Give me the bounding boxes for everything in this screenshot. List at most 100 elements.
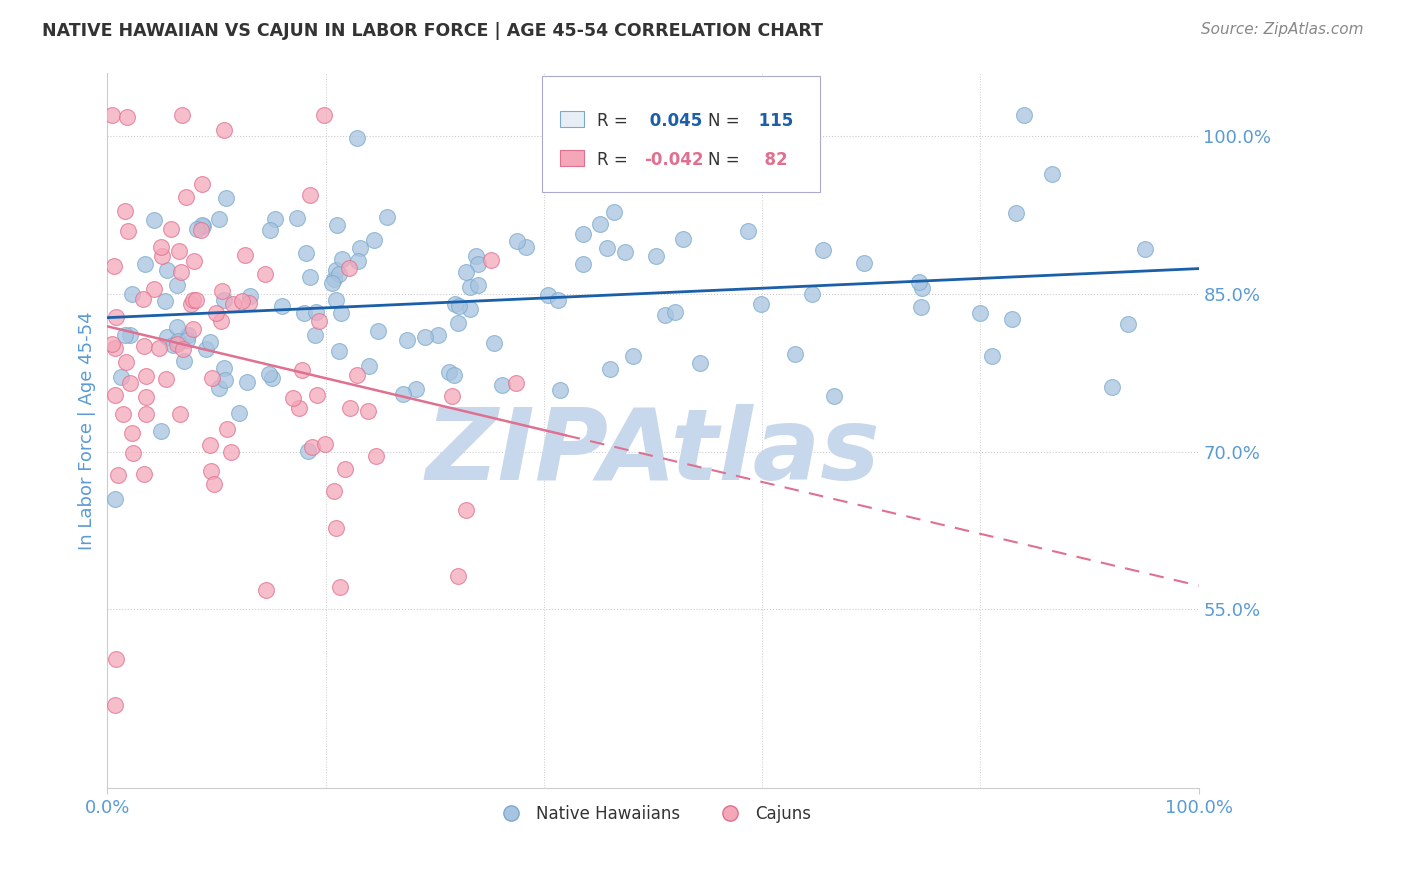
Point bbox=[239, 289, 262, 303]
Point bbox=[297, 444, 319, 458]
Point bbox=[349, 241, 371, 255]
Point bbox=[159, 221, 181, 235]
Point bbox=[321, 276, 343, 290]
Point bbox=[443, 297, 465, 311]
Point bbox=[238, 296, 260, 310]
Point bbox=[596, 241, 619, 255]
Bar bbox=[560, 111, 585, 127]
Point bbox=[176, 333, 198, 347]
Point bbox=[467, 277, 489, 292]
Point bbox=[156, 263, 179, 277]
Point bbox=[222, 296, 245, 310]
Point bbox=[548, 383, 571, 397]
Point bbox=[337, 261, 360, 276]
Point bbox=[236, 375, 259, 389]
Point bbox=[458, 302, 481, 317]
Point bbox=[1133, 243, 1156, 257]
Point bbox=[981, 349, 1004, 363]
Point bbox=[162, 338, 184, 352]
Point bbox=[207, 211, 229, 226]
Point bbox=[515, 240, 537, 254]
Point bbox=[339, 401, 361, 416]
Point bbox=[288, 401, 311, 415]
Point bbox=[304, 327, 326, 342]
Point bbox=[1040, 167, 1063, 181]
Point bbox=[1101, 380, 1123, 394]
Point bbox=[375, 210, 398, 224]
Point bbox=[441, 389, 464, 403]
Point bbox=[135, 407, 157, 421]
Point bbox=[122, 446, 145, 460]
Point bbox=[166, 277, 188, 292]
Point bbox=[104, 698, 127, 712]
Point bbox=[166, 320, 188, 334]
Point bbox=[186, 221, 208, 235]
Point bbox=[153, 293, 176, 308]
Point bbox=[117, 223, 139, 237]
Point bbox=[910, 301, 932, 315]
Point bbox=[208, 381, 231, 395]
Point bbox=[181, 293, 204, 308]
Point bbox=[212, 293, 235, 307]
Point bbox=[823, 389, 845, 403]
Point bbox=[183, 322, 205, 336]
Point bbox=[166, 336, 188, 351]
Point bbox=[314, 436, 336, 450]
Point bbox=[491, 378, 513, 392]
Point bbox=[737, 224, 759, 238]
Point bbox=[105, 310, 128, 325]
Point bbox=[482, 336, 505, 351]
Point bbox=[357, 404, 380, 418]
Point bbox=[813, 243, 835, 257]
Text: 0.045: 0.045 bbox=[644, 112, 703, 129]
Point bbox=[749, 297, 772, 311]
Point bbox=[299, 188, 322, 202]
Point bbox=[785, 347, 807, 361]
Point bbox=[259, 223, 281, 237]
Point bbox=[547, 293, 569, 308]
Point bbox=[169, 407, 191, 421]
Point bbox=[367, 324, 389, 338]
Point bbox=[195, 342, 218, 356]
Point bbox=[447, 568, 470, 582]
Point bbox=[172, 342, 194, 356]
Point bbox=[254, 582, 277, 597]
Point bbox=[228, 406, 250, 420]
Point bbox=[479, 253, 502, 268]
FancyBboxPatch shape bbox=[541, 76, 820, 192]
Text: N =: N = bbox=[707, 151, 744, 169]
Point bbox=[456, 502, 478, 516]
Point bbox=[121, 425, 143, 440]
Point bbox=[346, 254, 368, 268]
Point bbox=[135, 390, 157, 404]
Point bbox=[447, 299, 470, 313]
Point bbox=[215, 422, 238, 436]
Point bbox=[111, 407, 134, 421]
Point bbox=[135, 369, 157, 384]
Point bbox=[149, 424, 172, 438]
Point bbox=[100, 336, 122, 351]
Point bbox=[645, 249, 668, 263]
Text: 115: 115 bbox=[754, 112, 793, 129]
Point bbox=[134, 257, 156, 271]
Point bbox=[211, 284, 233, 298]
Point bbox=[183, 253, 205, 268]
Point bbox=[467, 257, 489, 271]
Point bbox=[314, 108, 336, 122]
Text: N =: N = bbox=[707, 112, 744, 129]
Point bbox=[219, 445, 242, 459]
Point bbox=[911, 281, 934, 295]
Point bbox=[1005, 206, 1028, 220]
Point bbox=[326, 218, 349, 232]
Point bbox=[104, 491, 127, 506]
Point bbox=[120, 376, 142, 390]
Point bbox=[437, 365, 460, 379]
Point bbox=[200, 464, 222, 478]
Point bbox=[200, 334, 222, 349]
Point bbox=[330, 306, 353, 320]
Point bbox=[800, 287, 823, 301]
Point bbox=[322, 483, 344, 498]
Point bbox=[118, 327, 141, 342]
Point bbox=[346, 368, 368, 382]
Point bbox=[465, 249, 488, 263]
